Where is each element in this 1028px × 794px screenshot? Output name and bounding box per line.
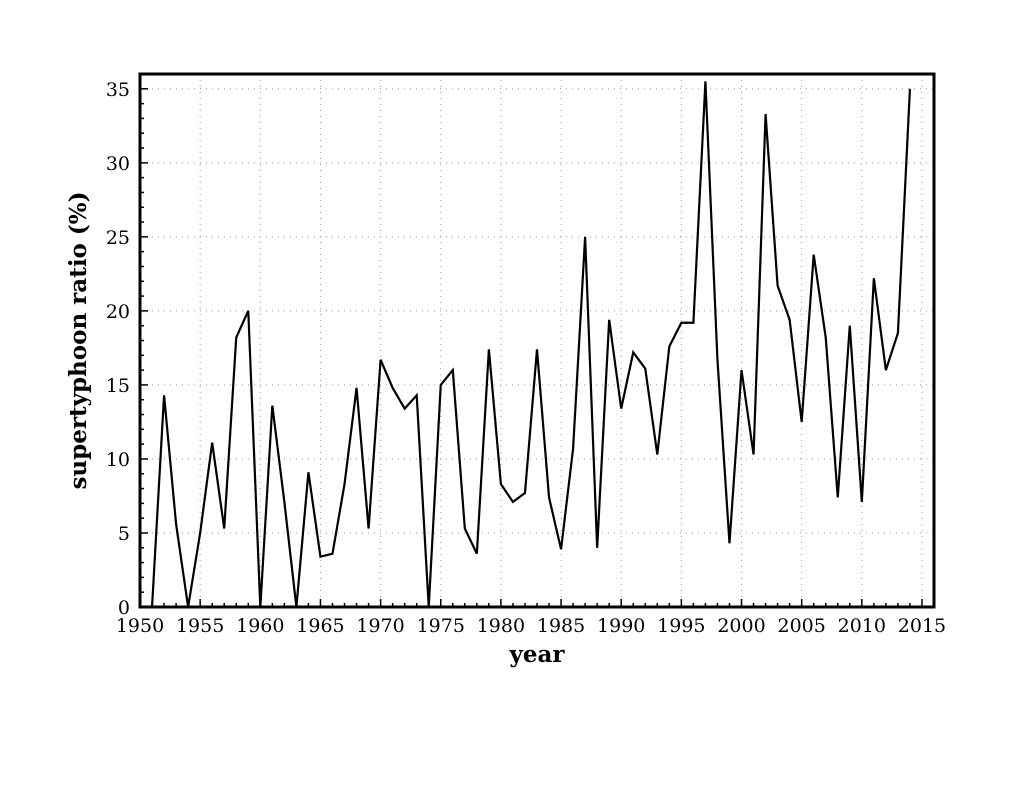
- y-tick-label: 10: [106, 449, 130, 471]
- series-line: [150, 81, 912, 608]
- axis-ticks: [139, 73, 935, 608]
- x-tick-label: 2010: [838, 615, 886, 637]
- x-tick-label: 1990: [597, 615, 645, 637]
- x-tick-label: 2005: [777, 615, 825, 637]
- x-tick-label: 1955: [176, 615, 224, 637]
- x-tick-label: 1965: [296, 615, 344, 637]
- x-axis-label: year: [508, 641, 565, 668]
- x-tick-label: 1970: [356, 615, 404, 637]
- y-tick-label: 15: [106, 375, 130, 397]
- x-tick-labels: 1950 1955 1960 1965 1970 1975 1980 1985 1990 1995…: [116, 615, 946, 637]
- plot-frame: [138, 72, 936, 609]
- y-tick-label: 5: [118, 523, 130, 545]
- x-tick-label: 2015: [898, 615, 946, 637]
- x-tick-label: 1995: [657, 615, 705, 637]
- x-tick-label: 2000: [717, 615, 765, 637]
- y-tick-labels: 0 5 10 15 20 25 30 35: [106, 79, 130, 619]
- grid-lines: [140, 74, 934, 607]
- y-tick-label: 25: [106, 227, 130, 249]
- y-axis-label: supertyphoon ratio (%): [65, 191, 92, 489]
- y-tick-label: 30: [106, 153, 130, 175]
- y-tick-label: 20: [106, 301, 130, 323]
- x-tick-label: 1950: [116, 615, 164, 637]
- y-tick-label: 35: [106, 79, 130, 101]
- x-tick-label: 1975: [417, 615, 465, 637]
- x-tick-label: 1980: [477, 615, 525, 637]
- y-tick-label: 0: [118, 597, 130, 619]
- x-tick-label: 1985: [537, 615, 585, 637]
- x-tick-label: 1960: [236, 615, 284, 637]
